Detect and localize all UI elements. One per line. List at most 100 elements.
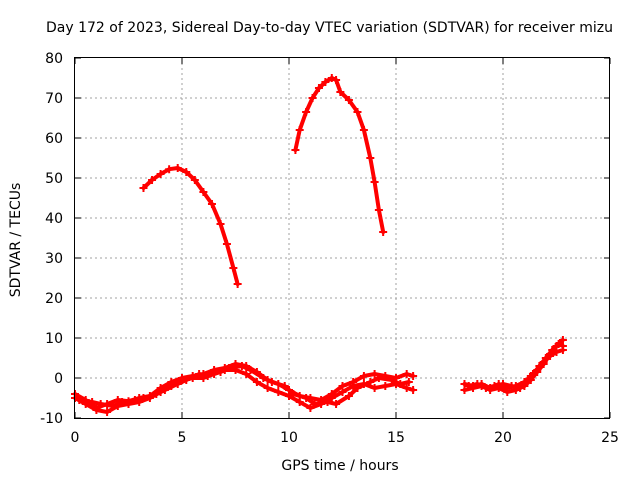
data-point: [285, 392, 293, 400]
data-point: [182, 168, 191, 176]
data-point: [370, 384, 379, 392]
data-point: [402, 384, 411, 392]
data-point: [381, 382, 390, 390]
data-point: [291, 146, 300, 154]
data-point: [263, 384, 272, 392]
data-point: [359, 372, 368, 380]
data-point: [195, 370, 204, 378]
data-point: [139, 184, 148, 192]
y-tick-label: 0: [54, 371, 63, 387]
data-point: [182, 376, 191, 384]
series-line: [293, 76, 386, 234]
plot-frame: [74, 57, 610, 419]
data-point: [370, 370, 379, 378]
data-point: [302, 394, 311, 402]
data-point: [332, 400, 341, 408]
series-low-3: [75, 362, 413, 410]
data-point: [160, 386, 169, 394]
data-point: [353, 108, 362, 116]
data-point: [295, 126, 304, 134]
x-axis-label: GPS time / hours: [281, 458, 398, 474]
data-point: [229, 264, 238, 272]
data-point: [75, 396, 84, 404]
data-point: [499, 380, 507, 388]
x-tick-label: 15: [387, 430, 405, 446]
data-point: [379, 228, 388, 236]
data-point: [332, 76, 341, 84]
data-point: [233, 280, 242, 288]
data-point: [173, 164, 182, 172]
data-point: [242, 370, 251, 378]
data-point: [321, 78, 330, 86]
data-point: [366, 154, 375, 162]
y-axis-label: SDTVAR / TECUs: [8, 183, 24, 298]
data-point: [148, 176, 157, 184]
data-point: [481, 384, 490, 392]
y-tick-label: 50: [45, 171, 63, 187]
axis-ticks: 0 5 10 15 20 25 -10 0 10 20 30 40 50 60 70 80: [40, 51, 619, 446]
data-point: [507, 382, 516, 390]
data-point: [216, 368, 225, 376]
data-point: [344, 392, 353, 400]
data-point: [96, 400, 105, 408]
data-point: [190, 176, 199, 184]
data-point: [503, 388, 512, 396]
data-point: [554, 340, 563, 348]
data-point: [274, 388, 283, 396]
data-point: [323, 398, 332, 406]
x-tick-label: 10: [280, 430, 298, 446]
data-point: [237, 362, 246, 370]
data-point: [259, 374, 268, 382]
grid-lines: [75, 58, 610, 418]
x-tick-label: 20: [494, 430, 512, 446]
data-point: [374, 206, 383, 214]
data-point: [558, 342, 567, 350]
data-point: [460, 386, 469, 394]
data-point: [302, 108, 311, 116]
data-series: [71, 74, 567, 416]
data-point: [327, 394, 336, 402]
y-tick-label: 20: [45, 291, 63, 307]
y-tick-label: 30: [45, 251, 63, 267]
data-point: [344, 96, 353, 104]
data-point: [207, 200, 216, 208]
data-point: [203, 372, 212, 380]
data-point: [374, 374, 383, 382]
data-point: [370, 178, 379, 186]
data-point: [522, 378, 531, 386]
data-point: [349, 382, 358, 390]
data-point: [396, 380, 405, 388]
data-point: [109, 402, 118, 410]
data-point: [199, 188, 208, 196]
data-point: [308, 94, 317, 102]
y-tick-label: 10: [45, 331, 63, 347]
data-point: [152, 390, 161, 398]
data-point: [267, 378, 276, 386]
data-point: [548, 346, 557, 354]
series-arc-1: [139, 164, 242, 288]
data-point: [327, 74, 336, 82]
data-point: [88, 398, 97, 406]
series-low-6: [464, 340, 567, 392]
y-tick-label: -10: [40, 411, 63, 427]
data-point: [516, 384, 525, 392]
data-point: [92, 406, 101, 414]
data-point: [130, 396, 139, 404]
data-point: [118, 398, 127, 406]
data-point: [310, 400, 319, 408]
data-point: [409, 372, 418, 380]
data-point: [216, 220, 225, 228]
data-point: [314, 84, 323, 92]
data-point: [366, 378, 375, 386]
x-tick-label: 25: [601, 430, 619, 446]
data-point: [222, 240, 231, 248]
data-point: [165, 165, 174, 174]
data-point: [404, 378, 413, 386]
data-point: [139, 394, 148, 402]
data-point: [336, 88, 345, 96]
data-point: [246, 366, 255, 374]
series-arc-2: [291, 74, 388, 236]
y-tick-label: 40: [45, 211, 63, 227]
data-point: [359, 126, 368, 134]
